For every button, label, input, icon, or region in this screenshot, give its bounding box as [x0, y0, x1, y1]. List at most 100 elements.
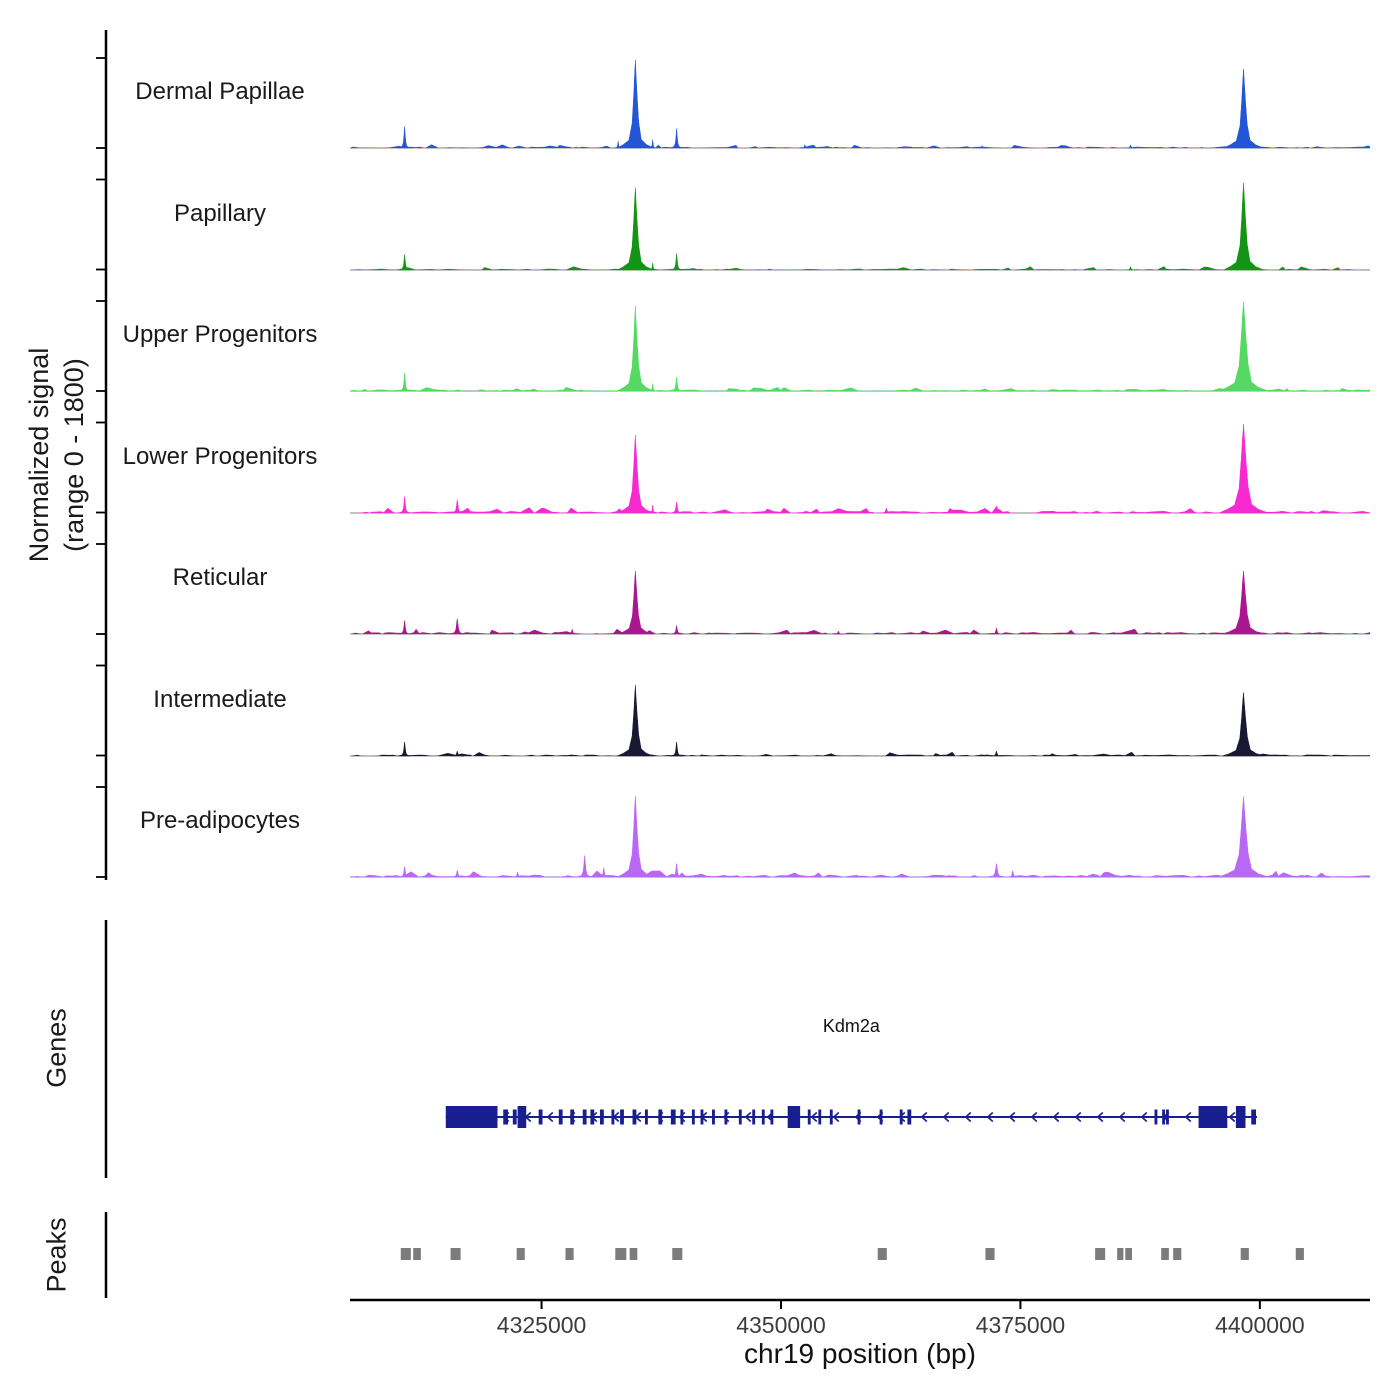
- strand-arrow-left-icon: [986, 1111, 994, 1123]
- gene-exon: [445, 1106, 498, 1128]
- gene-exon: [1251, 1109, 1257, 1125]
- strand-arrow-left-icon: [1074, 1111, 1082, 1123]
- signal-peak: [617, 186, 654, 270]
- gene-exon: [1162, 1109, 1166, 1125]
- signal-peak: [449, 618, 466, 635]
- signal-peak: [648, 504, 658, 513]
- signal-peak: [450, 498, 465, 513]
- strand-arrow-left-icon: [920, 1111, 928, 1123]
- signal-peak: [1006, 870, 1019, 878]
- gene-exon: [1198, 1106, 1228, 1128]
- signal-peak: [566, 628, 578, 635]
- gene-exon: [620, 1109, 624, 1125]
- gene-exon: [907, 1109, 912, 1125]
- signal-peak: [648, 262, 658, 270]
- peak-call-box: [1161, 1248, 1169, 1260]
- strand-arrow-left-icon: [810, 1111, 818, 1123]
- gene-exon: [1235, 1106, 1246, 1128]
- peak-call-box: [985, 1248, 995, 1260]
- peak-call-box: [1125, 1248, 1132, 1260]
- signal-peak: [1218, 796, 1269, 878]
- signal-peak: [613, 140, 623, 149]
- signal-peak: [617, 305, 654, 392]
- signal-peak: [397, 620, 412, 635]
- signal-peak: [669, 625, 684, 635]
- signal-peak: [397, 372, 412, 392]
- signal-peak: [397, 126, 412, 149]
- track-label-lower-progenitors: Lower Progenitors: [122, 442, 318, 470]
- x-tick-label-4325000: 4325000: [496, 1312, 587, 1338]
- gene-exon: [512, 1109, 517, 1125]
- gene-exon: [807, 1109, 811, 1125]
- signal-peak: [989, 504, 1004, 513]
- strand-arrow-left-icon: [744, 1111, 752, 1123]
- signal-peak: [669, 741, 684, 756]
- x-tick-label-4375000: 4375000: [975, 1312, 1066, 1338]
- peak-calls-track: [400, 1248, 1304, 1260]
- gene-exon: [611, 1109, 615, 1125]
- signal-peak: [832, 630, 845, 635]
- peak-call-box: [1095, 1248, 1106, 1260]
- signal-peak: [648, 383, 658, 392]
- x-tick-label-4400000: 4400000: [1215, 1312, 1305, 1338]
- strand-arrow-left-icon: [1052, 1111, 1060, 1123]
- gene-exon: [503, 1109, 509, 1125]
- signal-peak: [1223, 68, 1264, 149]
- peak-call-box: [400, 1248, 411, 1260]
- signal-peak: [617, 434, 654, 513]
- strand-arrow-left-icon: [1008, 1111, 1016, 1123]
- signal-track-pre-adipocytes: [350, 795, 1370, 878]
- x-axis-title: chr19 position (bp): [744, 1338, 976, 1369]
- signal-peak: [1218, 301, 1269, 392]
- strand-arrow-left-icon: [964, 1111, 972, 1123]
- peak-call-box: [516, 1248, 525, 1260]
- track-label-upper-progenitors: Upper Progenitors: [122, 321, 318, 348]
- signal-peak: [397, 495, 412, 513]
- signal-track-reticular: [350, 570, 1370, 635]
- strand-arrow-left-icon: [832, 1111, 840, 1123]
- gene-exon: [752, 1109, 756, 1125]
- gene-exon: [1154, 1109, 1158, 1125]
- gene-exon: [738, 1109, 742, 1125]
- gene-exon: [691, 1109, 695, 1125]
- signal-peak: [669, 863, 684, 878]
- gene-exon: [829, 1109, 833, 1125]
- peak-call-box: [565, 1248, 574, 1260]
- signal-peak: [597, 867, 611, 878]
- strand-arrow-left-icon: [1030, 1111, 1038, 1123]
- signal-peak: [977, 144, 987, 149]
- left-axis: [96, 30, 108, 1298]
- gene-exon: [582, 1109, 587, 1125]
- peak-call-box: [615, 1248, 627, 1260]
- signal-peak: [1125, 144, 1136, 149]
- strand-arrow-left-icon: [1118, 1111, 1126, 1123]
- strand-arrow-left-icon: [546, 1111, 554, 1123]
- gene-exon: [857, 1109, 861, 1125]
- x-axis: [350, 1298, 1370, 1309]
- strand-arrow-left-icon: [1140, 1111, 1148, 1123]
- signal-peak: [397, 741, 412, 756]
- peak-call-box: [1240, 1248, 1249, 1260]
- strand-arrow-left-icon: [942, 1111, 950, 1123]
- gene-exon: [761, 1109, 765, 1125]
- signal-track-intermediate: [350, 684, 1370, 756]
- gene-exon: [658, 1109, 663, 1125]
- gene-exon: [558, 1109, 563, 1125]
- signal-peak: [800, 143, 810, 149]
- signal-track-dermal-papillae: [350, 59, 1370, 149]
- signal-peak: [669, 501, 684, 513]
- signal-peak: [1125, 265, 1136, 270]
- signal-peak: [987, 863, 1006, 878]
- gene-name-label: Kdm2a: [822, 1016, 880, 1036]
- signal-peak: [648, 139, 658, 149]
- signal-track-upper-progenitors: [350, 301, 1370, 392]
- signal-peak: [1218, 423, 1269, 513]
- signal-peak: [616, 59, 654, 149]
- track-label-intermediate: Intermediate: [153, 685, 287, 713]
- track-label-reticular: Reticular: [172, 564, 268, 591]
- gene-exon: [644, 1109, 648, 1125]
- gene-exon: [787, 1106, 801, 1128]
- peak-call-box: [1173, 1248, 1182, 1260]
- gene-exon: [680, 1109, 684, 1125]
